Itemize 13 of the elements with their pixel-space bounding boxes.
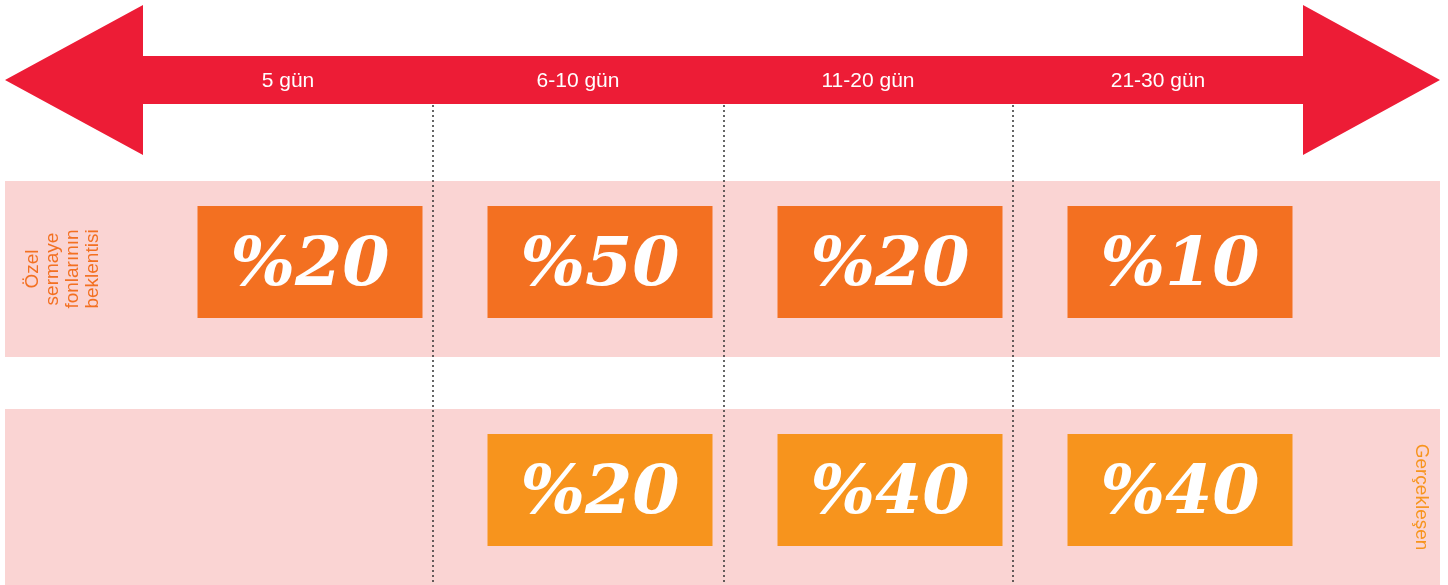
data-label: %20 — [520, 449, 680, 529]
data-label: %40 — [1100, 449, 1260, 529]
category-label: 5 gün — [261, 67, 315, 91]
category-label: 21-30 gün — [1110, 67, 1206, 91]
category-label: 11-20 gün — [821, 67, 915, 91]
text: Gerçekleşen — [1412, 443, 1433, 551]
data-label: %40 — [810, 449, 970, 529]
data-label: %50 — [520, 221, 680, 301]
data-label: %20 — [810, 221, 970, 301]
data-label: %20 — [230, 221, 390, 301]
category-label: 6-10 gün — [536, 67, 620, 91]
text: Özel sermaye fonlarının beklentisi — [21, 229, 102, 309]
data-label: %10 — [1100, 221, 1260, 301]
